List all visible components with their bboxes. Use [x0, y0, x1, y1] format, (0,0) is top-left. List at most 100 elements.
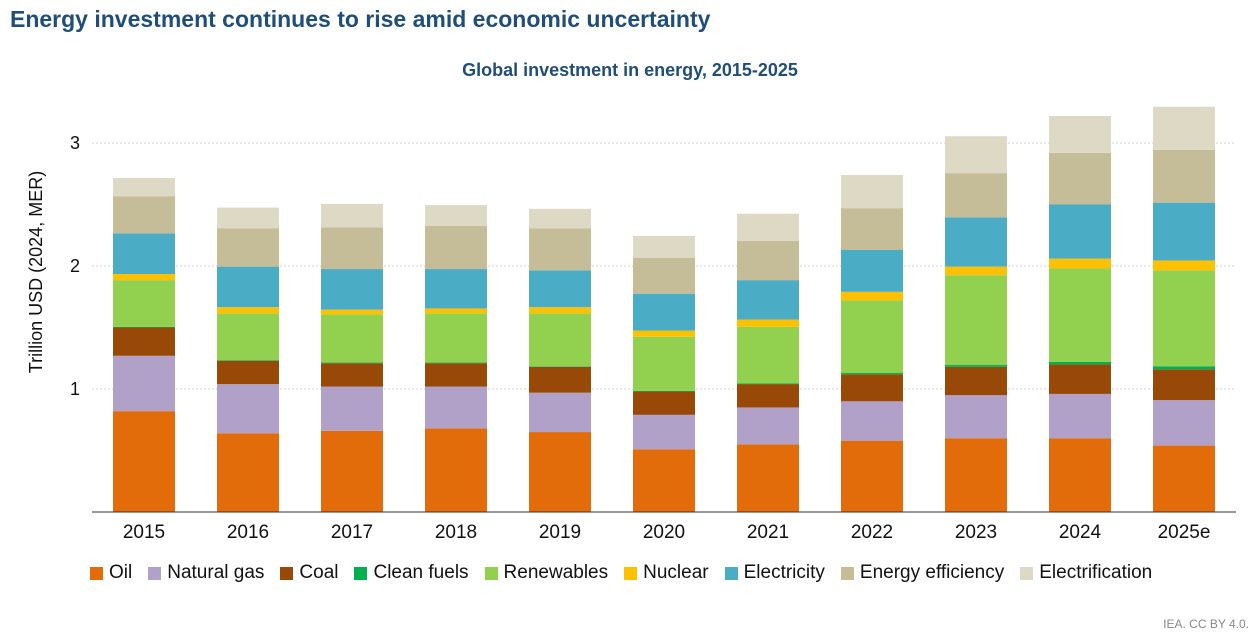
bar-segment [113, 273, 175, 281]
bar-segment [1153, 369, 1215, 401]
bar-segment [1153, 400, 1215, 446]
legend-item: Nuclear [624, 562, 709, 584]
bar-segment [737, 383, 799, 385]
legend-label: Electricity [743, 562, 825, 583]
legend-label: Nuclear [643, 562, 709, 583]
bar-segment [425, 269, 487, 309]
bar-segment [425, 363, 487, 387]
legend-item: Oil [90, 562, 132, 584]
bar-segment [217, 228, 279, 267]
bar-segment [321, 314, 383, 363]
bar-segment [529, 307, 591, 314]
bar-segment [945, 217, 1007, 267]
bar-segment [737, 326, 799, 384]
bar-segment [737, 444, 799, 512]
legend-label: Clean fuels [373, 562, 469, 583]
legend-swatch [484, 566, 498, 580]
bar-segment [841, 300, 903, 374]
x-tick-label: 2015 [123, 522, 165, 543]
bar-segment [737, 384, 799, 408]
bar-segment [1153, 260, 1215, 271]
bar-segment [425, 313, 487, 363]
legend-label: Electrification [1039, 562, 1153, 583]
bar-segment [841, 208, 903, 251]
legend: Oil Natural gas Coal Clean fuels Renewables N… [90, 562, 1168, 584]
bar-segment [945, 438, 1007, 512]
bar-segment [321, 203, 383, 228]
legend-swatch [90, 566, 103, 580]
bar-segment [633, 336, 695, 391]
bar-segment [321, 430, 383, 512]
headline: Energy investment continues to rise amid… [10, 6, 711, 32]
x-tick-label: 2019 [539, 522, 581, 543]
bar-segment [529, 366, 591, 393]
bar-segment [841, 291, 903, 301]
bar-segment [321, 362, 383, 364]
legend-swatch [280, 566, 294, 580]
bar-segment [113, 196, 175, 234]
bar-segment [945, 173, 1007, 218]
bar-segment [529, 366, 591, 367]
x-tick-label: 2023 [955, 522, 997, 543]
bar-segment [321, 269, 383, 310]
bar-segment [529, 270, 591, 308]
bar-segment [217, 360, 279, 361]
bar-segment [945, 395, 1007, 439]
bar-segment [1049, 361, 1111, 365]
legend-item: Energy efficiency [840, 562, 1004, 584]
x-tick-label: 2016 [227, 522, 269, 543]
legend-swatch [624, 566, 638, 580]
legend-item: Coal [280, 562, 338, 584]
y-tick-label: 1 [70, 379, 80, 399]
bar-segment [633, 414, 695, 450]
bar-segment [945, 136, 1007, 174]
bar-segment [1153, 445, 1215, 512]
bar-segment [1153, 149, 1215, 203]
bar-segment [425, 205, 487, 227]
legend-swatch [354, 566, 368, 580]
bar-segment [841, 440, 903, 512]
bar-segment [425, 226, 487, 270]
bar-segment [113, 233, 175, 274]
bar-segment [425, 308, 487, 314]
legend-label: Oil [109, 562, 133, 583]
bar-segment [425, 386, 487, 429]
x-tick-label: 2017 [331, 522, 373, 543]
legend-swatch [840, 566, 854, 580]
bar-segment [113, 326, 175, 328]
bar-segment [113, 355, 175, 412]
chart-title: Global investment in energy, 2015-2025 [462, 60, 798, 80]
bar-segment [529, 392, 591, 433]
bar-segment [841, 250, 903, 292]
bar-segment [529, 313, 591, 367]
stacked-bar-chart: Global investment in energy, 2015-2025 T… [26, 60, 1236, 543]
bar-segment [321, 309, 383, 315]
bar-segment [425, 428, 487, 512]
x-tick-label: 2025e [1158, 522, 1211, 543]
bar-segment [633, 258, 695, 294]
bar-segment [217, 266, 279, 308]
bar-segment [321, 386, 383, 431]
bar-segment [1049, 258, 1111, 269]
bar-segment [1049, 115, 1111, 153]
bar-segment [217, 384, 279, 434]
y-axis-label: Trillion USD (2024, MER) [26, 171, 46, 373]
bar-segment [841, 374, 903, 402]
bar-segment [321, 363, 383, 387]
bar-segment [633, 390, 695, 392]
x-tick-label: 2024 [1059, 522, 1102, 543]
legend-item: Clean fuels [354, 562, 469, 584]
legend-item: Renewables [484, 562, 608, 584]
bar-segment [113, 327, 175, 356]
bar-segment [841, 373, 903, 375]
bar-segment [1153, 366, 1215, 370]
bar-segment [633, 293, 695, 331]
bar-segment [633, 330, 695, 337]
legend-item: Electrification [1020, 562, 1152, 584]
bar-segment [113, 178, 175, 197]
bar-segment [1049, 268, 1111, 362]
bar-segment [113, 411, 175, 512]
bar-segment [737, 280, 799, 320]
x-tick-label: 2021 [747, 522, 789, 543]
credit-text: IEA. CC BY 4.0. [1163, 617, 1249, 631]
